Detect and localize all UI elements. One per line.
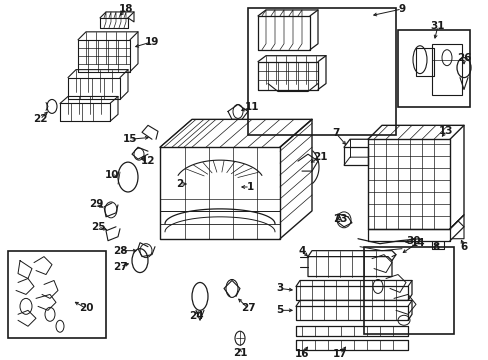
Text: 19: 19 [144,37,159,47]
Text: 24: 24 [188,311,203,321]
Text: 8: 8 [431,242,439,252]
Text: 20: 20 [79,303,93,313]
Bar [247,8,395,135]
Text: 25: 25 [91,222,105,232]
Text: 1: 1 [246,182,253,192]
Text: 18: 18 [119,4,133,14]
Text: 12: 12 [141,156,155,166]
Text: 28: 28 [113,246,127,256]
Text: 4: 4 [298,246,305,256]
Text: 14: 14 [410,238,425,248]
Text: 31: 31 [430,21,445,31]
Text: 7: 7 [332,128,339,138]
Text: 10: 10 [104,170,119,180]
Text: 11: 11 [244,103,259,112]
Text: 26: 26 [456,53,470,63]
Text: 21: 21 [232,348,247,358]
Text: 16: 16 [294,349,308,359]
Text: 9: 9 [398,4,405,14]
Bar [8,251,106,338]
Bar [431,44,461,95]
Text: 27: 27 [240,303,255,313]
Text: 29: 29 [89,199,103,209]
Text: 17: 17 [332,349,346,359]
Bar [363,247,453,334]
Text: 3: 3 [276,283,283,293]
Text: 22: 22 [33,114,47,124]
Text: 23: 23 [332,214,346,224]
Text: 13: 13 [438,126,452,136]
Text: 27: 27 [112,262,127,271]
Text: 2: 2 [176,179,183,189]
Text: 6: 6 [459,242,467,252]
Bar [397,30,469,107]
Text: 5: 5 [276,305,283,315]
Text: 21: 21 [312,152,326,162]
Text: 30: 30 [406,236,420,246]
Text: 15: 15 [122,134,137,144]
